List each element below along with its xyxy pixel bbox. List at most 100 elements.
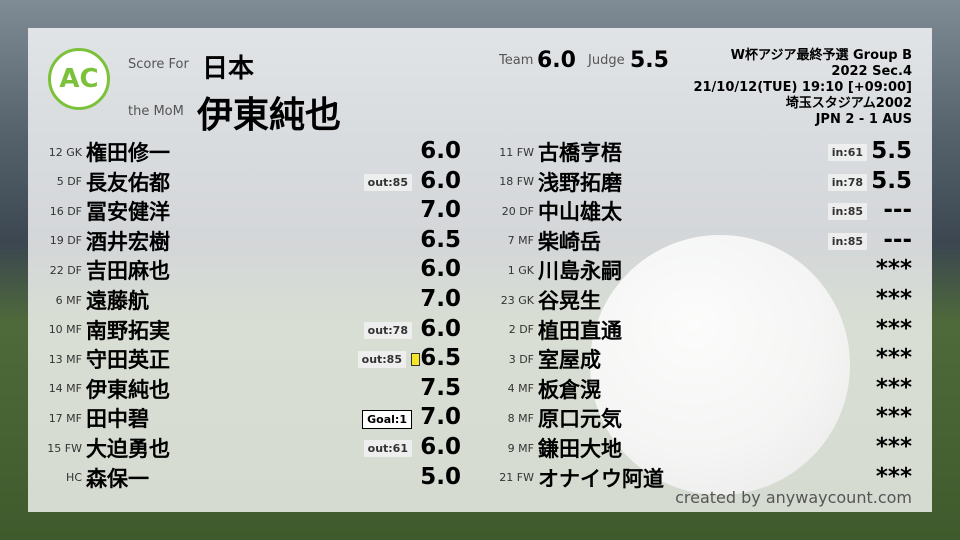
player-position: 23 GK (500, 293, 534, 307)
mom-label: the MoM (128, 104, 184, 119)
score-for-label: Score For (128, 57, 189, 72)
player-position: 17 MF (48, 411, 82, 425)
sub-badge: in:61 (827, 144, 867, 161)
judge-score-label: Judge (588, 53, 625, 68)
player-row: 17 MF 田中碧 (38, 404, 149, 432)
player-name: 古橋亨梧 (538, 141, 622, 165)
player-score: 5.5 (871, 167, 912, 194)
sub-badge: out:85 (357, 351, 406, 369)
player-score: *** (875, 315, 912, 342)
player-score: 7.0 (420, 197, 461, 224)
player-score: *** (875, 345, 912, 372)
player-score: *** (875, 256, 912, 283)
score-panel (28, 28, 932, 512)
player-name: オナイウ阿道 (538, 466, 664, 491)
competition: W杯アジア最終予選 Group B (730, 48, 912, 63)
player-position: 16 DF (49, 204, 82, 218)
player-position: 6 MF (55, 293, 82, 307)
player-position: 22 DF (49, 263, 82, 277)
sub-badge: in:78 (827, 173, 867, 191)
player-row: 13 MF 守田英正 (38, 345, 170, 373)
player-score: *** (875, 404, 912, 431)
player-score: 6.0 (420, 138, 461, 164)
sub-badge: in:85 (827, 203, 867, 221)
credit: created by anywaycount.com (675, 488, 912, 507)
sub-badge: out:61 (363, 440, 412, 457)
player-name: 鎌田大地 (538, 437, 622, 461)
player-score: 6.5 (420, 226, 461, 253)
player-position: 10 MF (48, 323, 82, 337)
player-row: 10 MF 南野拓実 (38, 316, 170, 344)
player-row: 19 DF 酒井宏樹 (38, 227, 170, 255)
judge-score: 5.5 (630, 48, 669, 73)
player-position: 21 FW (499, 471, 534, 485)
player-score: *** (875, 434, 912, 460)
player-name: 冨安健洋 (86, 200, 170, 225)
player-score: 6.0 (420, 167, 461, 194)
player-row: 16 DF 冨安健洋 (38, 197, 170, 225)
player-position: 8 MF (507, 411, 534, 425)
player-position: 14 MF (48, 382, 82, 396)
player-name: 谷晃生 (538, 289, 601, 313)
player-row: 4 MF 板倉滉 (490, 375, 601, 403)
player-name: 中山雄太 (538, 200, 622, 225)
player-position: 3 DF (508, 352, 534, 366)
player-score: 6.0 (420, 434, 461, 460)
player-name: 酒井宏樹 (86, 229, 170, 254)
player-position: 7 MF (507, 234, 534, 248)
player-score: --- (883, 226, 912, 253)
yellow-card-icon (411, 353, 420, 367)
player-position: 19 DF (49, 234, 82, 248)
player-position: 15 FW (47, 441, 82, 455)
player-name: 植田直通 (538, 318, 622, 343)
player-row: 21 FW オナイウ阿道 (490, 464, 664, 492)
datetime: 21/10/12(TUE) 19:10 [+09:00] (693, 80, 912, 95)
player-name: 大迫勇也 (86, 437, 170, 461)
player-name: 室屋成 (538, 348, 601, 373)
player-name: 田中碧 (86, 407, 149, 432)
player-row: 7 MF 柴崎岳 (490, 227, 601, 255)
player-row: 18 FW 浅野拓磨 (490, 168, 622, 196)
player-name: 長友佑都 (86, 170, 170, 195)
player-position: 12 GK (48, 145, 82, 159)
player-position: 4 MF (507, 382, 534, 396)
player-row: 2 DF 植田直通 (490, 316, 622, 344)
player-row: 23 GK 谷晃生 (490, 286, 601, 314)
player-score: 7.5 (420, 374, 461, 401)
player-position: 1 GK (507, 263, 534, 277)
anywaycount-logo: AC (48, 48, 110, 110)
team-score-label: Team (499, 53, 534, 68)
player-name: 遠藤航 (86, 289, 149, 313)
section: 2022 Sec.4 (831, 64, 912, 79)
player-position: 2 DF (508, 323, 534, 337)
sub-badge: out:78 (363, 321, 412, 339)
player-name: 森保一 (86, 466, 149, 491)
player-row: 6 MF 遠藤航 (38, 286, 149, 314)
player-row: 8 MF 原口元気 (490, 404, 622, 432)
player-position: HC (66, 471, 82, 485)
player-score: 5.0 (420, 463, 461, 490)
result: JPN 2 - 1 AUS (815, 112, 912, 127)
player-score: --- (883, 197, 912, 224)
player-position: 20 DF (501, 204, 534, 218)
player-name: 権田修一 (86, 141, 170, 165)
player-row: 14 MF 伊東純也 (38, 375, 170, 403)
player-row: 22 DF 吉田麻也 (38, 256, 170, 284)
goal-badge: Goal:1 (362, 410, 412, 430)
player-score: *** (875, 463, 912, 490)
player-row: 11 FW 古橋亨梧 (490, 138, 622, 166)
venue: 埼玉スタジアム2002 (785, 96, 912, 111)
player-position: 13 MF (48, 352, 82, 366)
player-score: *** (875, 286, 912, 312)
player-name: 守田英正 (86, 348, 170, 373)
sub-badge: out:85 (363, 173, 412, 191)
player-score: 6.0 (420, 315, 461, 342)
player-row: 9 MF 鎌田大地 (490, 434, 622, 462)
player-position: 5 DF (56, 175, 82, 189)
mom-name: 伊東純也 (197, 95, 342, 136)
player-row: HC 森保一 (38, 464, 149, 492)
match-info: W杯アジア最終予選 Group B 2022 Sec.4 21/10/12(TU… (693, 48, 912, 128)
player-name: 南野拓実 (86, 318, 170, 343)
player-row: 20 DF 中山雄太 (490, 197, 622, 225)
player-name: 伊東純也 (86, 377, 170, 402)
